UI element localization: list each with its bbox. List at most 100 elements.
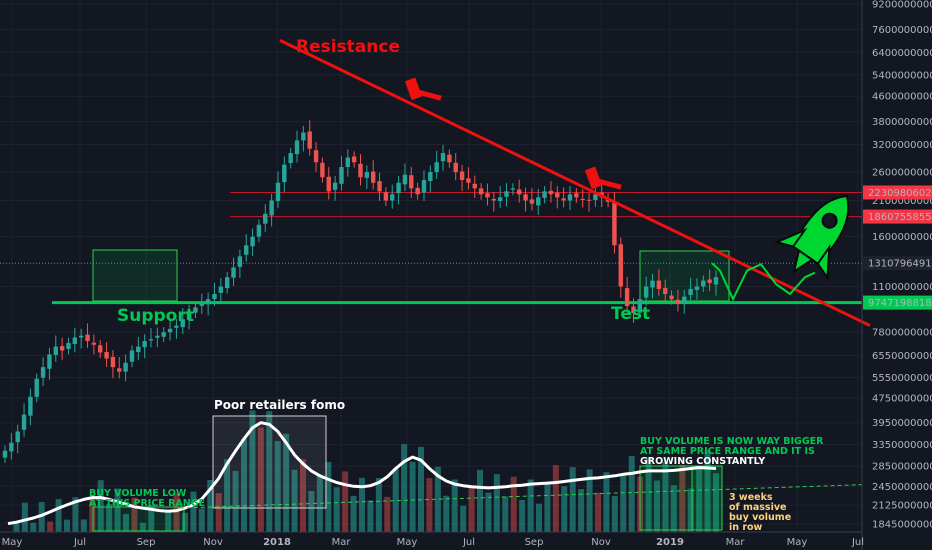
candle-body (586, 199, 592, 201)
candles (2, 120, 719, 464)
volume-ma (7, 421, 863, 526)
price-tick-label: 540000000000 (872, 70, 932, 81)
volume-bar (38, 501, 45, 532)
candle-body (117, 368, 122, 372)
time-tick-label: 2019 (656, 537, 684, 548)
volume-bar (569, 467, 576, 532)
candle-body (59, 346, 65, 351)
candle-body (478, 188, 484, 195)
volume-bar (426, 478, 433, 532)
candle-body (339, 167, 344, 184)
volume-bar (123, 513, 129, 532)
candle-body (580, 198, 585, 200)
volume-bar (30, 522, 37, 532)
hammer-icon (584, 166, 622, 190)
volume-bar (375, 477, 382, 532)
support-label: Support (117, 306, 194, 326)
price-badge-label: 223098060223 (868, 188, 932, 199)
volume-bar (401, 444, 408, 532)
price-badge (863, 295, 932, 310)
candle-body (682, 296, 687, 303)
candle-body (332, 182, 338, 190)
volume-bigger-label: AT SAME PRICE RANGE AND IT IS (640, 446, 815, 457)
price-tick-label: 160000000000 (872, 232, 932, 243)
volume-bar (687, 488, 694, 532)
volume-bar (241, 438, 247, 532)
candle-body (15, 431, 20, 443)
volume-bar (434, 466, 441, 532)
candle-body (307, 131, 312, 149)
volume-bar (502, 496, 509, 532)
support-zone-box (92, 249, 178, 302)
candle-body (21, 414, 27, 430)
candle-body (224, 277, 230, 289)
candle-body (326, 176, 331, 192)
time-tick-label: Nov (203, 537, 223, 548)
candle-body (148, 339, 154, 341)
volume-trend-line (179, 484, 863, 509)
candle-body (231, 267, 236, 278)
time-tick-label: Jul (73, 537, 86, 548)
candle-body (688, 288, 693, 295)
candle-body (707, 279, 712, 283)
candle-body (34, 378, 39, 397)
volume-bar (662, 461, 669, 532)
price-tick-label: 65500000000 (872, 351, 932, 362)
volume-bar (80, 519, 87, 532)
volume-bar (249, 410, 256, 532)
candle-body (123, 362, 128, 372)
price-tick-label: 760000000000 (872, 25, 932, 36)
candle-body (313, 150, 319, 163)
candle-body (713, 277, 719, 285)
price-badge-label: 97471988183 (868, 298, 932, 309)
candle-body (263, 213, 268, 224)
candle-body (275, 182, 281, 202)
volume-bar (72, 497, 79, 532)
candle-body (370, 171, 376, 183)
candle-body (167, 328, 173, 333)
price-tick-label: 380000000000 (872, 117, 932, 128)
candle-body (78, 335, 84, 338)
volume-bar (198, 508, 205, 532)
candle-body (72, 337, 78, 344)
three-weeks-label: buy volume (729, 512, 791, 523)
volume-bar (713, 473, 719, 532)
projection-path (711, 262, 816, 302)
candle-body (129, 350, 135, 362)
volume-bar (409, 461, 416, 532)
candle-body (542, 191, 547, 198)
time-tick-label: 2018 (263, 537, 291, 548)
price-badge (863, 185, 932, 200)
candle-body (485, 193, 490, 198)
price-tick-label: 55500000000 (872, 373, 932, 384)
candle-body (351, 156, 357, 163)
candle-body (212, 293, 217, 300)
volume-bar (611, 495, 618, 532)
candle-body (104, 351, 109, 359)
volume-bar (670, 485, 677, 532)
price-badge (863, 209, 932, 224)
three-weeks-label: of massive (729, 502, 786, 513)
candle-body (40, 367, 46, 378)
candle-body (282, 164, 287, 183)
candle-body (237, 256, 243, 267)
candle-body (9, 442, 14, 452)
volume-low-label: AT THIS PRICE RANGE (89, 498, 205, 509)
price-badge-label: 131079649138 (868, 259, 932, 270)
volume-bar (89, 497, 96, 532)
volume-bar (325, 461, 332, 532)
volume-bars (5, 410, 719, 545)
candle-body (694, 286, 700, 291)
test-label: Test (611, 304, 650, 324)
candle-body (199, 303, 204, 306)
price-tick-label: 24500000000 (872, 482, 932, 493)
candle-body (53, 346, 58, 355)
volume-bar (300, 459, 306, 532)
candle-body (612, 201, 617, 246)
candle-body (174, 325, 179, 328)
time-tick-label: Sep (137, 537, 156, 548)
three-weeks-label: 3 weeks (729, 492, 773, 503)
candle-body (567, 194, 573, 201)
volume-ma-line (7, 421, 717, 526)
